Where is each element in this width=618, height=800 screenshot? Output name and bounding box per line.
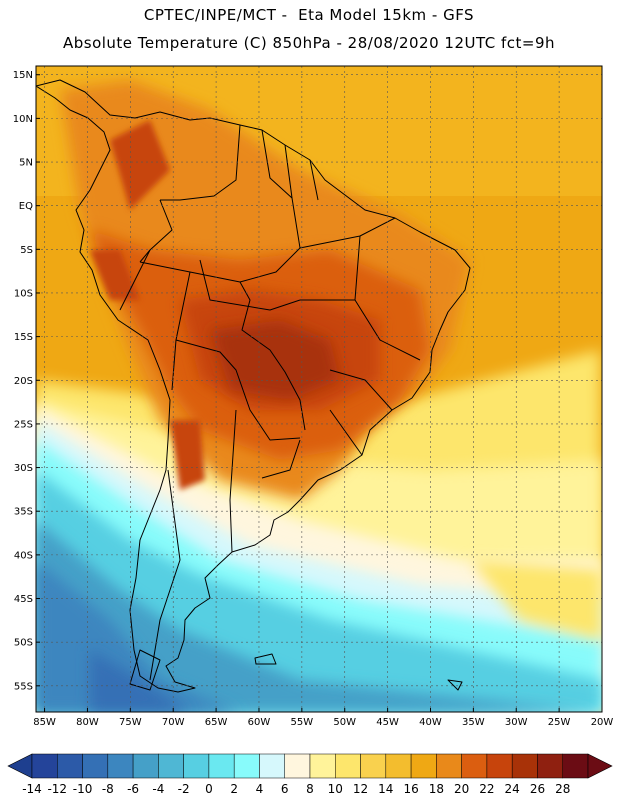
colorbar-bin — [233, 753, 260, 779]
lat-tick-label: 50S — [14, 638, 33, 649]
colorbar-label: 18 — [429, 782, 444, 796]
temperature-colorbar: -14 -12 -10 -8 -6 -4 -2 0 2 4 6 8 10 12 14 16 18 20 22 24 26… — [7, 753, 613, 796]
lon-tick-label: 25W — [548, 717, 571, 728]
colorbar-label: -6 — [127, 782, 139, 796]
colorbar-bin — [183, 753, 210, 779]
colorbar-label: 4 — [256, 782, 264, 796]
lat-tick-label: 45S — [14, 594, 33, 605]
colorbar-label: 28 — [555, 782, 570, 796]
colorbar-label: 16 — [403, 782, 418, 796]
colorbar-bin — [132, 753, 159, 779]
lat-tick-label: 30S — [14, 463, 33, 474]
lon-tick-label: 50W — [333, 717, 356, 728]
colorbar-bin — [284, 753, 311, 779]
colorbar-bin — [436, 753, 462, 779]
colorbar-label: 0 — [205, 782, 213, 796]
lon-tick-label: 20W — [591, 717, 614, 728]
lat-tick-label: 35S — [14, 507, 33, 518]
colorbar-bin — [82, 753, 109, 779]
colorbar-label: 12 — [353, 782, 368, 796]
map-subtitle: Absolute Temperature (C) 850hPa - 28/08/… — [62, 34, 556, 52]
colorbar-bin — [410, 753, 437, 779]
lon-tick-label: 85W — [33, 717, 56, 728]
lat-tick-label: 20S — [14, 376, 33, 387]
colorbar-bin — [309, 753, 336, 779]
lon-tick-label: 30W — [505, 717, 528, 728]
colorbar-label: 14 — [378, 782, 393, 796]
lon-tick-label: 70W — [162, 717, 185, 728]
lon-tick-label: 55W — [291, 717, 314, 728]
colorbar-label: -2 — [178, 782, 190, 796]
colorbar-label: -14 — [22, 782, 42, 796]
lat-tick-label: 5N — [19, 158, 33, 169]
lon-tick-label: 80W — [76, 717, 99, 728]
colorbar-bin — [31, 753, 58, 779]
lon-tick-label: 40W — [419, 717, 442, 728]
colorbar-label: -12 — [47, 782, 67, 796]
colorbar-bin — [562, 753, 589, 779]
latitude-axis: 15N 10N 5N EQ 5S 10S 15S 20S 25S 30S 35S 40S 45S 50S 5… — [13, 70, 40, 692]
lon-tick-label: 75W — [119, 717, 142, 728]
colorbar-label: 10 — [328, 782, 343, 796]
colorbar-label: 26 — [530, 782, 545, 796]
colorbar-bin — [385, 753, 412, 779]
colorbar-bin — [107, 753, 134, 779]
lat-tick-label: 15S — [14, 332, 33, 343]
colorbar-bin — [259, 753, 285, 779]
colorbar-label: -8 — [102, 782, 114, 796]
lon-tick-label: 45W — [376, 717, 399, 728]
colorbar-label: 22 — [479, 782, 494, 796]
lat-tick-label: 15N — [13, 70, 33, 81]
longitude-axis: 85W 80W 75W 70W 65W 60W 55W 50W 45W 40W 35W 30W 25W 2… — [33, 708, 613, 728]
lat-tick-label: 5S — [20, 245, 33, 256]
lat-tick-label: 10N — [13, 114, 33, 125]
colorbar-bin — [511, 753, 538, 779]
colorbar-bin — [461, 753, 488, 779]
map-frame — [35, 65, 603, 713]
graticule — [36, 66, 603, 712]
colorbar-label: 2 — [230, 782, 238, 796]
colorbar-label: 20 — [454, 782, 469, 796]
colorbar-bin — [486, 753, 513, 779]
lat-tick-label: EQ — [19, 201, 33, 212]
lat-tick-label: 10S — [14, 288, 33, 299]
lat-tick-label: 55S — [14, 681, 33, 692]
colorbar-high-arrow — [587, 753, 613, 779]
colorbar-bin — [360, 753, 387, 779]
colorbar-bin — [335, 753, 361, 779]
temperature-field — [36, 66, 602, 712]
colorbar-bin — [57, 753, 83, 779]
map-title: CPTEC/INPE/MCT - Eta Model 15km - GFS — [143, 6, 475, 24]
colorbar-label: -10 — [73, 782, 93, 796]
lat-tick-label: 25S — [14, 419, 33, 430]
lon-tick-label: 35W — [462, 717, 485, 728]
colorbar-label: 8 — [306, 782, 314, 796]
lat-tick-label: 40S — [14, 550, 33, 561]
colorbar-bin — [537, 753, 563, 779]
colorbar-label: 6 — [281, 782, 289, 796]
lon-tick-label: 65W — [205, 717, 228, 728]
colorbar-bin — [158, 753, 184, 779]
colorbar-label: -4 — [152, 782, 164, 796]
colorbar-label: 24 — [505, 782, 520, 796]
lon-tick-label: 60W — [248, 717, 271, 728]
colorbar-bin — [208, 753, 235, 779]
colorbar-low-arrow — [7, 753, 33, 779]
